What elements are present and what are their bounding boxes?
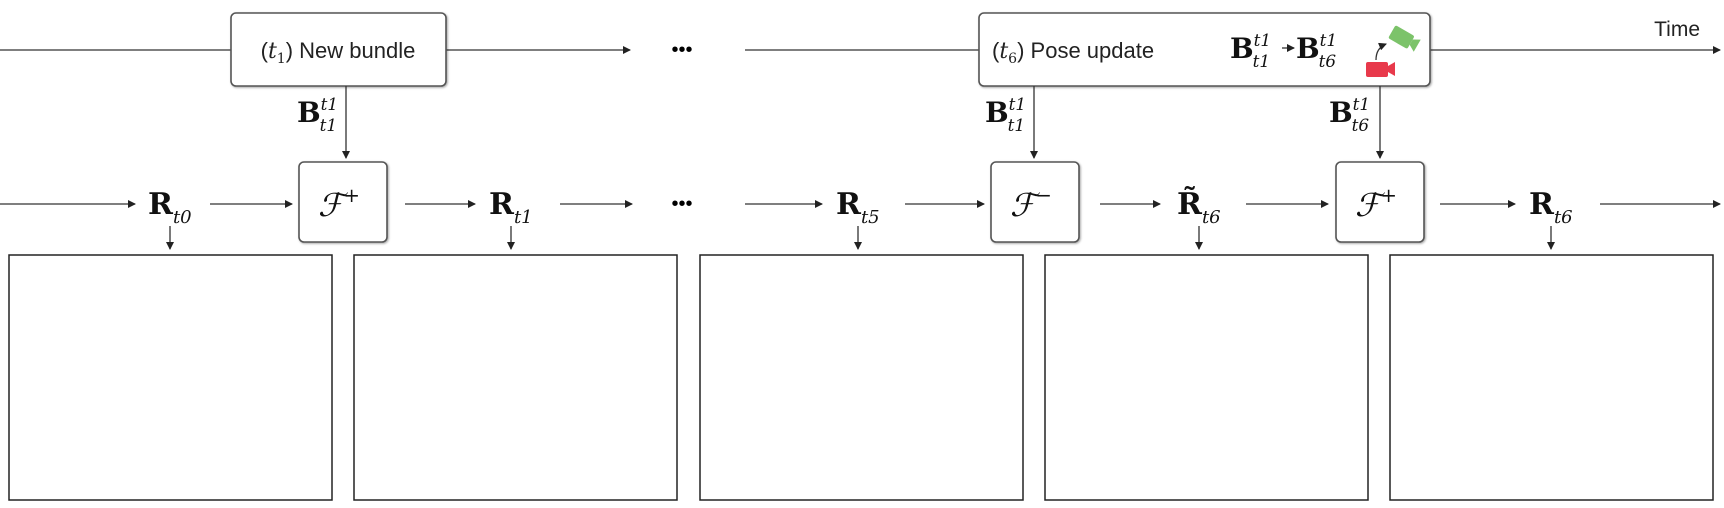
camera-move-icon (1366, 25, 1421, 77)
bundle-label: Bt1 t1 (985, 94, 1026, 135)
event-pose-update: (t6) Pose update Bt1 t1 Bt1 t6 (978, 12, 1431, 87)
state-node: Rt5 (836, 187, 880, 250)
operator-node: ℱ+ (298, 161, 388, 243)
timeline: ••• Time (t1) New bundle (t6) Pose updat… (0, 12, 1721, 159)
reconstruction-render (8, 254, 333, 501)
state-label: Rt0 (148, 187, 192, 228)
reconstruction-render (1044, 254, 1369, 501)
event-new-bundle: (t1) New bundle (230, 12, 447, 87)
state-node: R̃t6 (1177, 187, 1221, 250)
state-label: R̃t6 (1177, 187, 1221, 228)
state-label: Rt1 (489, 187, 533, 228)
state-label: Rt5 (836, 187, 880, 228)
state-label: Rt6 (1529, 187, 1573, 228)
formula-from: Bt1 t1 (1230, 30, 1271, 71)
state-node: Rt1 (489, 187, 533, 250)
event-label: (t6) Pose update (992, 38, 1154, 67)
state-node: Rt6 (1529, 187, 1573, 250)
bundle-label: Bt1 t6 (1329, 94, 1370, 135)
reconstruction-render (699, 254, 1024, 501)
operator-node: ℱ− (990, 161, 1080, 243)
reconstruction-render (353, 254, 678, 501)
bundle-label: Bt1 t1 (297, 94, 338, 135)
reconstruction-render (1389, 254, 1714, 501)
timeline-ellipsis: ••• (671, 39, 692, 61)
time-axis-label: Time (1654, 18, 1700, 41)
formula-to: Bt1 t6 (1296, 30, 1337, 71)
state-node: Rt0 (148, 187, 192, 250)
event-label: (t1) New bundle (261, 38, 416, 67)
pipeline-ellipsis: ••• (671, 193, 692, 215)
operator-node: ℱ+ (1335, 161, 1425, 243)
